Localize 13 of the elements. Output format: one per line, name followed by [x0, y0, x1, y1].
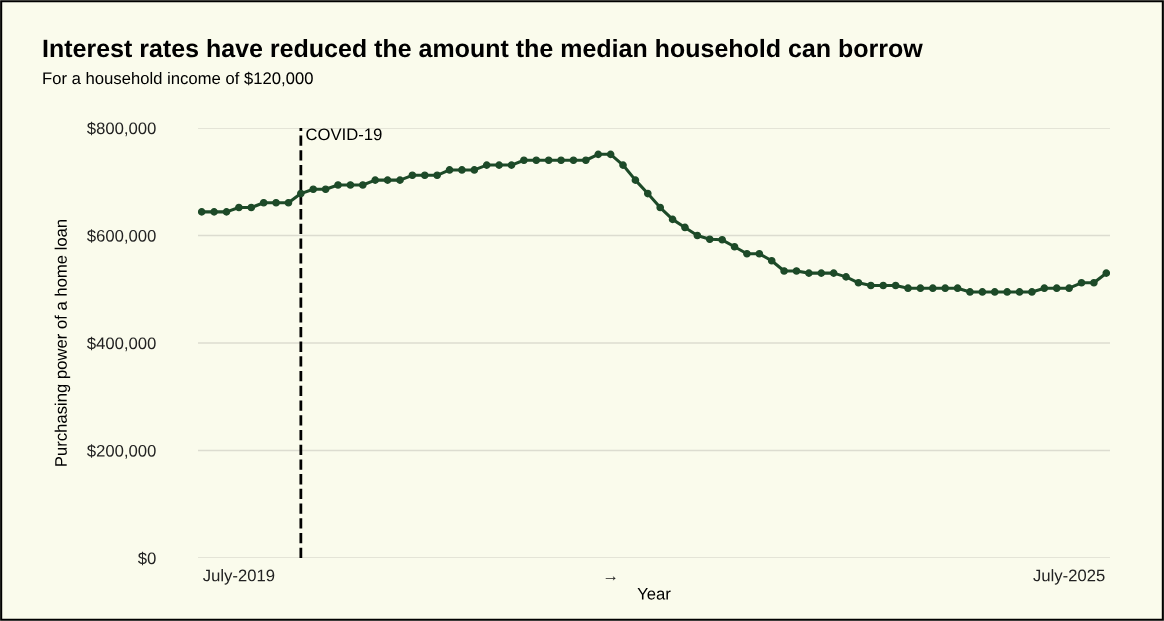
y-tick-label: $400,000 [87, 336, 156, 352]
y-axis-title: Purchasing power of a home loan [54, 219, 71, 466]
x-axis-title: Year [637, 588, 671, 600]
x-tick-label: July-2019 [203, 569, 275, 585]
x-tick-label: → [605, 576, 616, 581]
x-tick-label: July-2025 [1033, 569, 1105, 585]
y-tick-label: $600,000 [87, 229, 156, 244]
y-tick-label: $800,000 [87, 121, 156, 137]
chart-title: Interest rates have reduced the amount the median household can borrow [43, 38, 923, 58]
y-tick-label: $200,000 [87, 444, 156, 459]
y-tick-label: $0 [137, 551, 156, 566]
annotation: COVID-19 [306, 128, 382, 141]
chart-subtitle: For a household income of $120,000 [43, 71, 313, 87]
